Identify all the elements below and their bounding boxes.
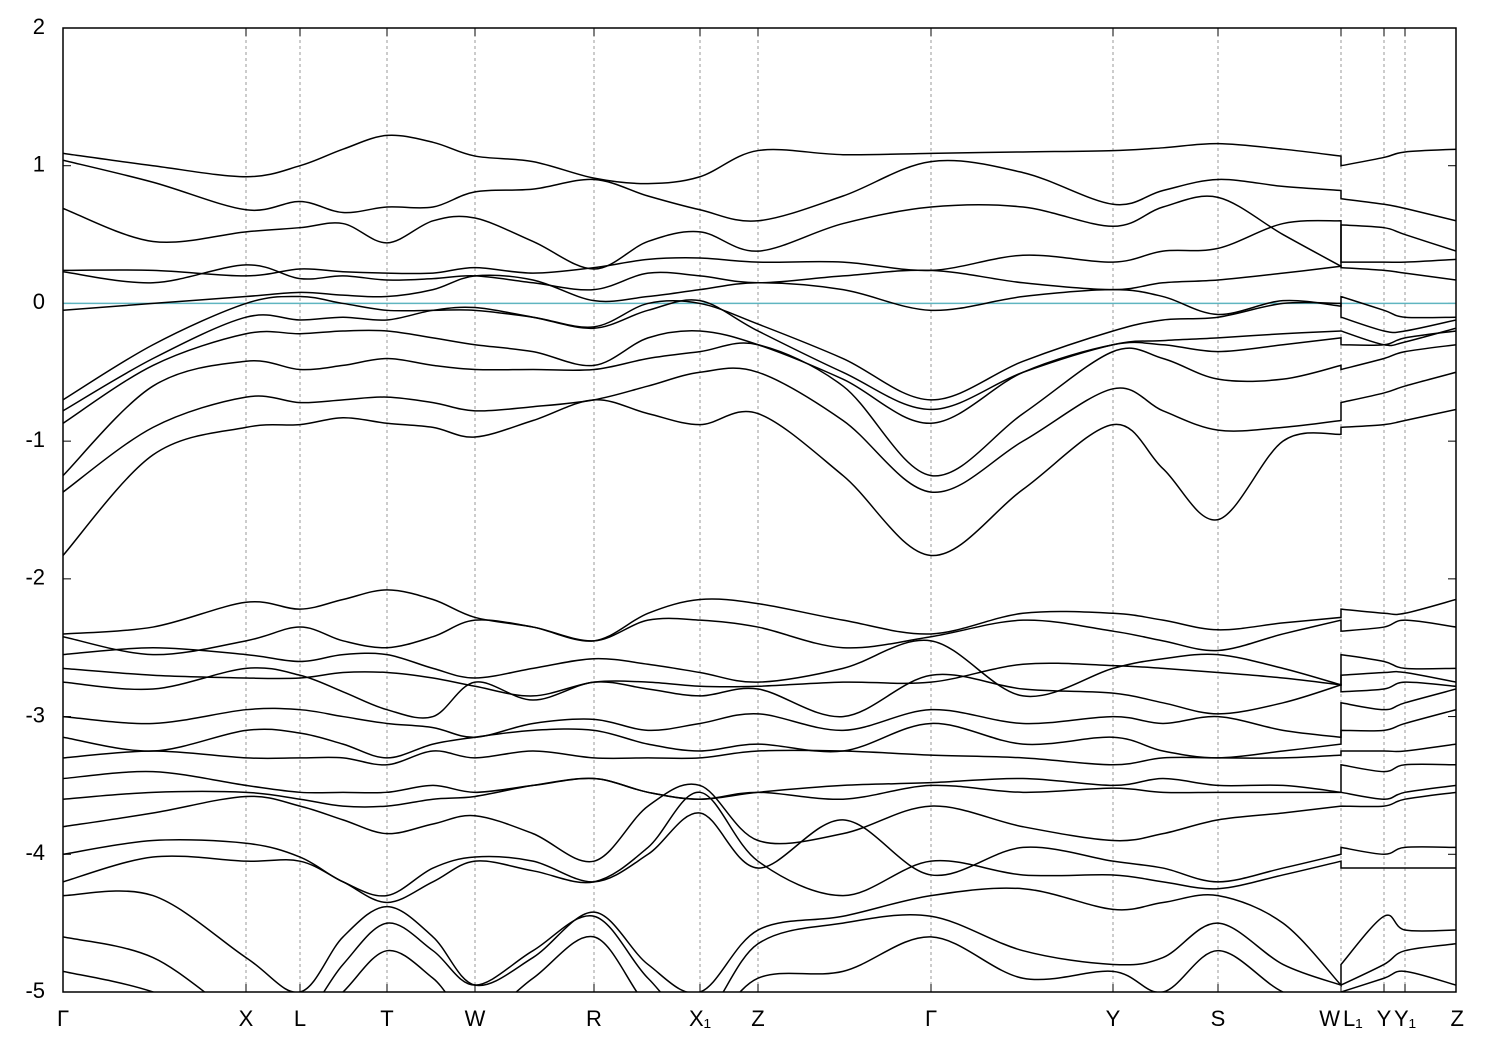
band-line	[63, 667, 1456, 719]
band-line	[63, 159, 1456, 222]
band-line	[63, 763, 1456, 800]
y-tick-label: -5	[25, 978, 45, 1003]
band-line	[63, 639, 1456, 698]
band-line	[63, 688, 1456, 739]
x-tick-label: W	[1319, 1006, 1340, 1031]
x-tick-label: Z	[1451, 1006, 1464, 1031]
x-tick-label: R	[586, 1006, 602, 1031]
x-tick-label: S	[1211, 1006, 1226, 1031]
y-tick-label: 1	[33, 152, 45, 177]
band-line	[63, 935, 1456, 992]
band-line	[63, 617, 1456, 656]
band-line	[63, 399, 1456, 557]
x-tick-label: Γ	[57, 1006, 69, 1031]
x-tick-label: Y₁	[1394, 1006, 1416, 1031]
y-tick-label: 2	[33, 14, 45, 39]
y-tick-label: 0	[33, 289, 45, 314]
x-tick-label: X	[239, 1006, 254, 1031]
x-tick-label: Y	[1106, 1006, 1121, 1031]
x-tick-label: L₁	[1343, 1006, 1363, 1031]
band-line	[63, 791, 1456, 904]
band-line	[63, 274, 1456, 319]
plot-frame	[62, 27, 1457, 993]
band-line	[63, 329, 1456, 424]
band-line	[63, 743, 1456, 766]
band-line	[63, 134, 1456, 185]
band-line	[63, 589, 1456, 642]
x-tick-label: W	[465, 1006, 486, 1031]
y-tick-label: -2	[25, 565, 45, 590]
x-tick-label: T	[380, 1006, 393, 1031]
band-line	[63, 299, 1456, 412]
y-tick-label: -1	[25, 427, 45, 452]
x-tick-label: Z	[751, 1006, 764, 1031]
x-tick-label: L	[294, 1006, 306, 1031]
band-line	[63, 367, 1456, 493]
band-line	[63, 708, 1456, 759]
y-tick-label: -3	[25, 702, 45, 727]
band-line	[63, 264, 1456, 291]
bands	[63, 134, 1456, 992]
band-line	[63, 295, 1456, 401]
band-line	[63, 777, 1456, 808]
x-tick-label: Y	[1377, 1006, 1392, 1031]
y-tick-label: -4	[25, 840, 45, 865]
band-line	[63, 662, 1456, 697]
band-line	[63, 783, 1456, 863]
band-line	[63, 195, 1456, 270]
band-line	[63, 887, 1456, 992]
band-line	[63, 219, 1456, 277]
band-line	[63, 914, 1456, 992]
band-line	[63, 342, 1456, 477]
x-tick-label: X₁	[689, 1006, 711, 1031]
x-tick-label: Γ	[925, 1006, 937, 1031]
